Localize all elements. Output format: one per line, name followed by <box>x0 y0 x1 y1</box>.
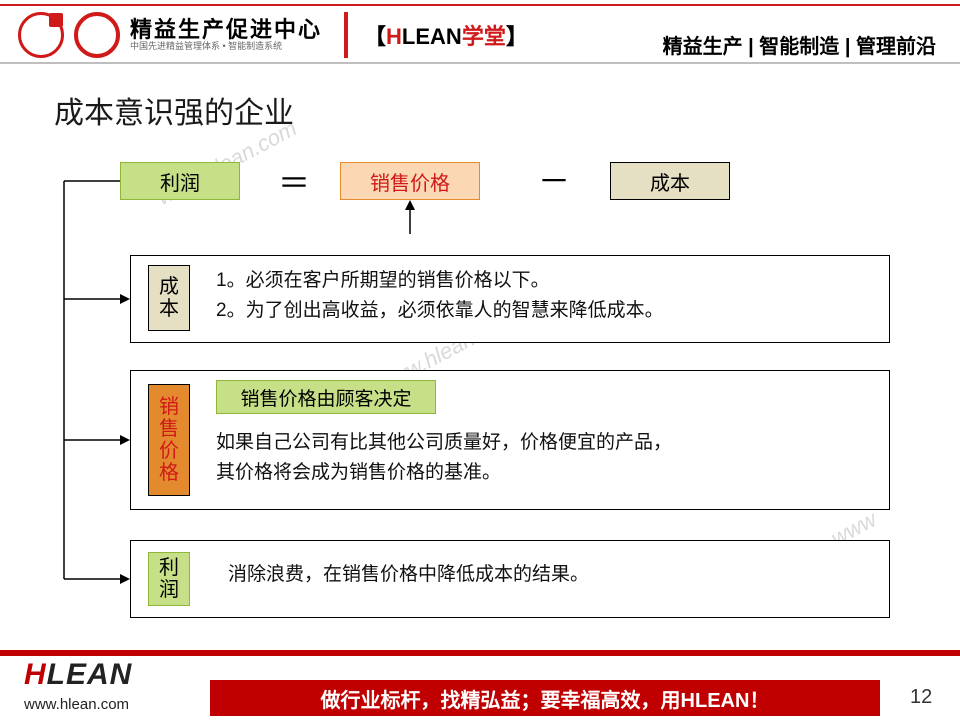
price-pill: 销售价格由顾客决定 <box>216 380 436 414</box>
footer-url: www.hlean.com <box>24 696 129 713</box>
eq-price-box: 销售价格 <box>340 162 480 200</box>
eq-cost-box: 成本 <box>610 162 730 200</box>
cost-badge: 成 本 <box>148 265 190 331</box>
page-number: 12 <box>910 686 932 709</box>
hlean-school: 【HLEAN学堂】 <box>364 19 528 51</box>
cost-text: 1。必须在客户所期望的销售价格以下。 2。为了创出高收益，必须依靠人的智慧来降低… <box>216 266 664 327</box>
price-text: 如果自己公司有比其他公司质量好，价格便宜的产品， 其价格将会成为销售价格的基准。 <box>216 428 672 489</box>
footer-logo: HLEAN <box>24 658 132 692</box>
footer-bar <box>0 650 960 656</box>
price-arrow-icon <box>404 200 416 234</box>
profit-text: 消除浪费，在销售价格中降低成本的结果。 <box>228 560 589 590</box>
header-tagline: 精益生产 | 智能制造 | 管理前沿 <box>663 30 936 59</box>
eq-minus: － <box>538 156 570 202</box>
slide: 精益生产促进中心 中国先进精益管理体系 • 智能制造系统 【HLEAN学堂】 精… <box>0 0 960 720</box>
footer-banner: 做行业标杆，找精弘益；要幸福高效，用HLEAN！ <box>210 680 880 716</box>
eq-equals: ＝ <box>278 158 310 204</box>
header-vbar <box>344 12 348 58</box>
price-badge: 销 售 价 格 <box>148 384 190 496</box>
profit-badge: 利 润 <box>148 552 190 606</box>
